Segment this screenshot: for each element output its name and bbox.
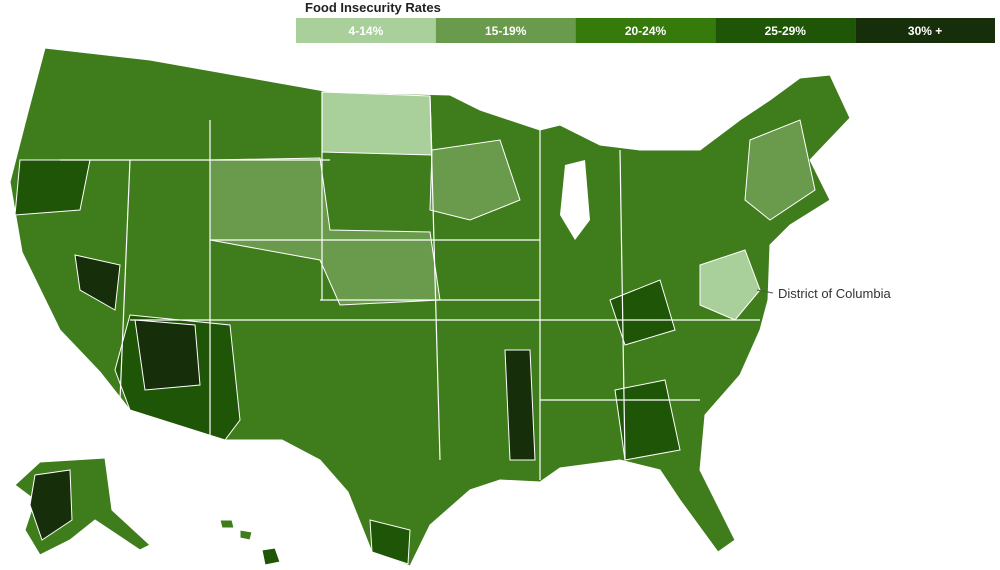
legend-swatch	[435, 18, 576, 43]
annotation-leader	[756, 289, 774, 294]
legend-swatch	[575, 18, 716, 43]
region-new-england	[744, 119, 816, 221]
legend-label: 20-24%	[625, 24, 667, 38]
region-midwest	[429, 139, 521, 221]
region-dakotas	[321, 91, 433, 156]
hawaii-2	[219, 519, 235, 529]
lake-michigan	[560, 160, 590, 240]
legend-label: 15-19%	[485, 24, 527, 38]
region-four-corners	[134, 319, 201, 391]
legend-swatch	[296, 18, 436, 43]
region-virginia	[699, 249, 761, 321]
legend-swatch	[715, 18, 856, 43]
state-borders	[60, 92, 760, 480]
region-appalachia	[609, 279, 676, 346]
hawaii-1	[261, 547, 281, 566]
region-delta	[504, 349, 536, 461]
alaska-dark	[29, 469, 73, 541]
hawaii-3	[239, 529, 253, 541]
annotation: District of Columbia	[778, 286, 891, 301]
legend-swatch	[855, 18, 995, 43]
legend-label: 30% +	[908, 24, 942, 38]
legend-label: 4-14%	[349, 24, 384, 38]
us-map	[9, 47, 851, 567]
region-south-texas	[369, 519, 411, 565]
region-nevada	[74, 254, 121, 311]
legend-title: Food Insecurity Rates	[305, 0, 441, 15]
state-border	[60, 92, 760, 480]
legend-label: 25-29%	[765, 24, 807, 38]
region-oregon	[14, 159, 91, 216]
